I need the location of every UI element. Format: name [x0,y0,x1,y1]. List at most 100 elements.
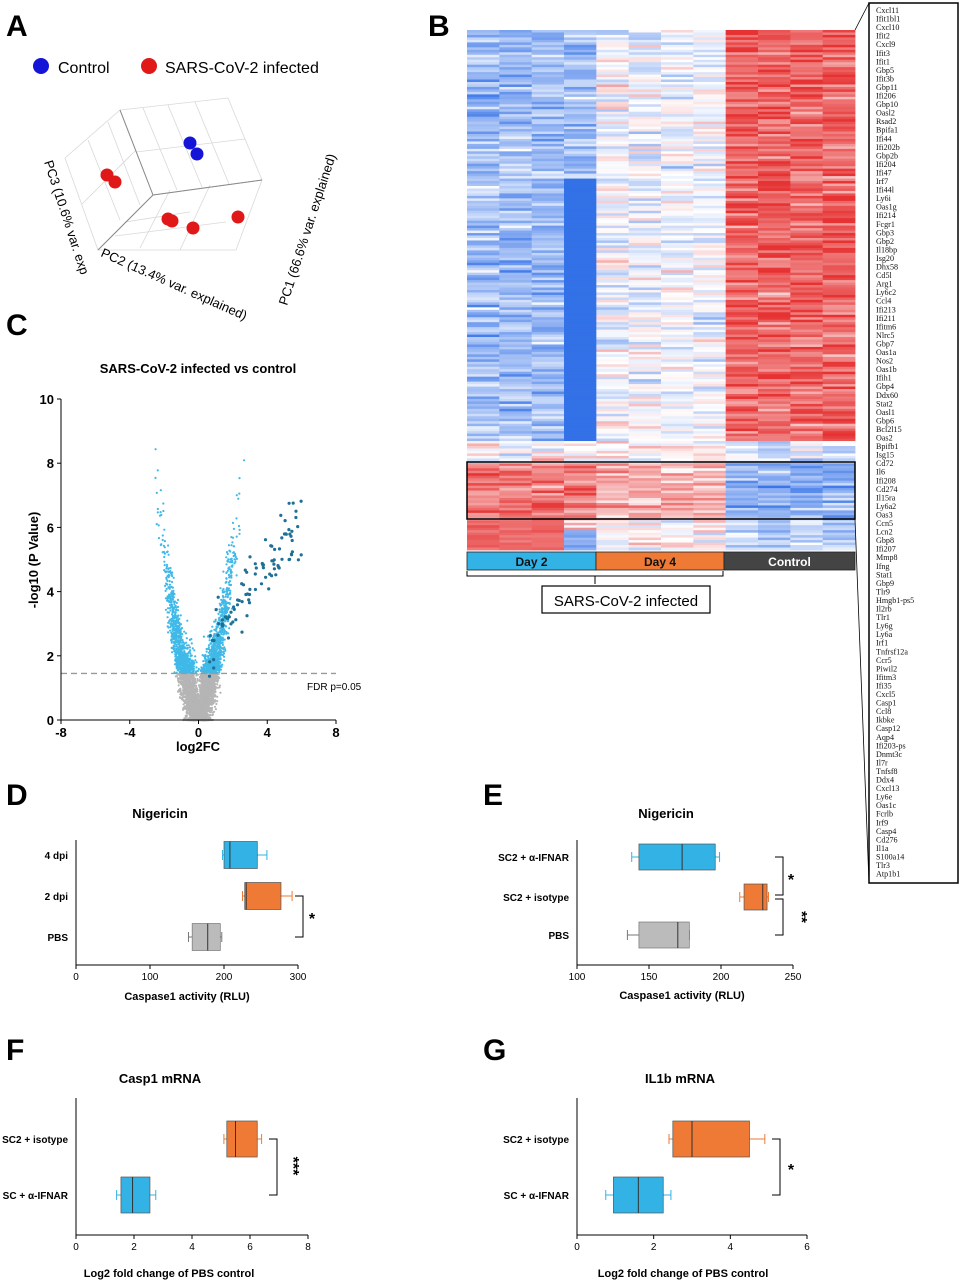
heatmap-cell [628,525,662,529]
heatmap-cell [564,290,597,293]
heatmap-cell [822,475,856,479]
heatmap-cell [790,312,824,316]
heatmap-cell [628,334,662,338]
heatmap-cell [628,89,662,93]
volcano-point [172,646,175,649]
volcano-title: SARS-CoV-2 infected vs control [100,361,296,376]
heatmap-cell [531,309,565,313]
heatmap-cell [531,52,565,56]
heatmap-cell [596,205,630,209]
heatmap-cell [628,257,662,261]
heatmap-cell [758,480,791,484]
heatmap-cell [822,416,856,420]
heatmap-cell [467,413,500,417]
heatmap-cell [467,69,500,73]
heatmap-cell [758,532,791,536]
heatmap-cell [499,493,533,496]
heatmap-cell [725,369,759,373]
heatmap-cell [531,265,565,269]
heatmap-cell [693,247,727,251]
heatmap-cell [531,297,565,301]
heatmap-cell [661,475,694,479]
infected-bracket [466,571,724,584]
heatmap-cell [725,86,759,90]
heatmap-cell [628,173,662,177]
heatmap-cell [596,285,630,288]
heatmap-cell [790,42,824,46]
heatmap-cell [596,327,630,331]
heatmap-cell [661,143,694,147]
heatmap-cell [758,275,791,279]
heatmap-cell [725,314,759,318]
heatmap-cell [725,188,759,192]
heatmap-cell [531,82,565,85]
heatmap-cell [790,252,824,256]
heatmap-cell [790,386,824,390]
heatmap-cell [499,450,533,454]
heatmap-cell [499,512,533,516]
heatmap-cell [596,62,630,66]
heatmap-cell [661,351,694,355]
heatmap-cell [790,389,824,392]
heatmap-cell [467,403,500,407]
heatmap-cell [628,242,662,246]
heatmap-cell [467,334,500,338]
heatmap-cell [628,178,662,182]
heatmap-cell [693,138,727,142]
heatmap-cell [822,515,856,519]
heatmap-cell [693,403,727,407]
heatmap-cell [693,119,727,123]
heatmap-cell [596,275,630,279]
heatmap-cell [693,394,727,397]
heatmap-cell [628,143,662,147]
heatmap-cell [596,247,630,251]
heatmap-cell [693,104,727,108]
heatmap-cell [725,104,759,108]
heatmap-cell [499,441,533,444]
heatmap-cell [564,488,597,491]
heatmap-cell [628,116,662,120]
heatmap-cell [531,319,565,323]
heatmap-cell [758,416,791,420]
heatmap-cell [661,426,694,430]
heatmap-cell [725,532,759,536]
heatmap-cell [790,488,824,491]
heatmap-cell [758,398,791,402]
gene-label: Dhx58 [876,263,898,272]
heatmap-cell [596,314,630,318]
volcano-point [164,589,167,593]
heatmap-cell [758,62,791,66]
heatmap-cell [564,314,597,318]
heatmap-cell [467,265,500,269]
heatmap-cell [790,69,824,73]
heatmap-cell [822,356,856,360]
heatmap-cell [822,176,856,179]
heatmap-cell [628,104,662,108]
volcano-point [224,624,227,628]
heatmap-cell [596,302,630,306]
heatmap-cell [822,138,856,142]
heatmap-cell [467,119,500,123]
heatmap-cell [499,82,533,85]
heatmap-cell [596,203,630,207]
volcano-point [192,665,196,668]
heatmap-cell [725,280,759,283]
heatmap-cell [596,109,630,113]
heatmap-cell [822,275,856,279]
heatmap-cell [596,473,630,477]
heatmap-cell [531,119,565,123]
heatmap-cell [564,153,597,157]
heatmap-cell [596,294,630,298]
heatmap-cell [790,361,824,365]
heatmap-cell [822,488,856,491]
heatmap-cell [531,428,565,432]
heatmap-cell [822,423,856,427]
heatmap-cell [596,104,630,108]
heatmap-cell [822,49,856,53]
heatmap-cell [822,294,856,298]
heatmap-cell [790,428,824,432]
heatmap-cell [822,270,856,274]
heatmap-cell [467,186,500,189]
heatmap-cell [693,292,727,296]
volcano-point [200,666,203,669]
